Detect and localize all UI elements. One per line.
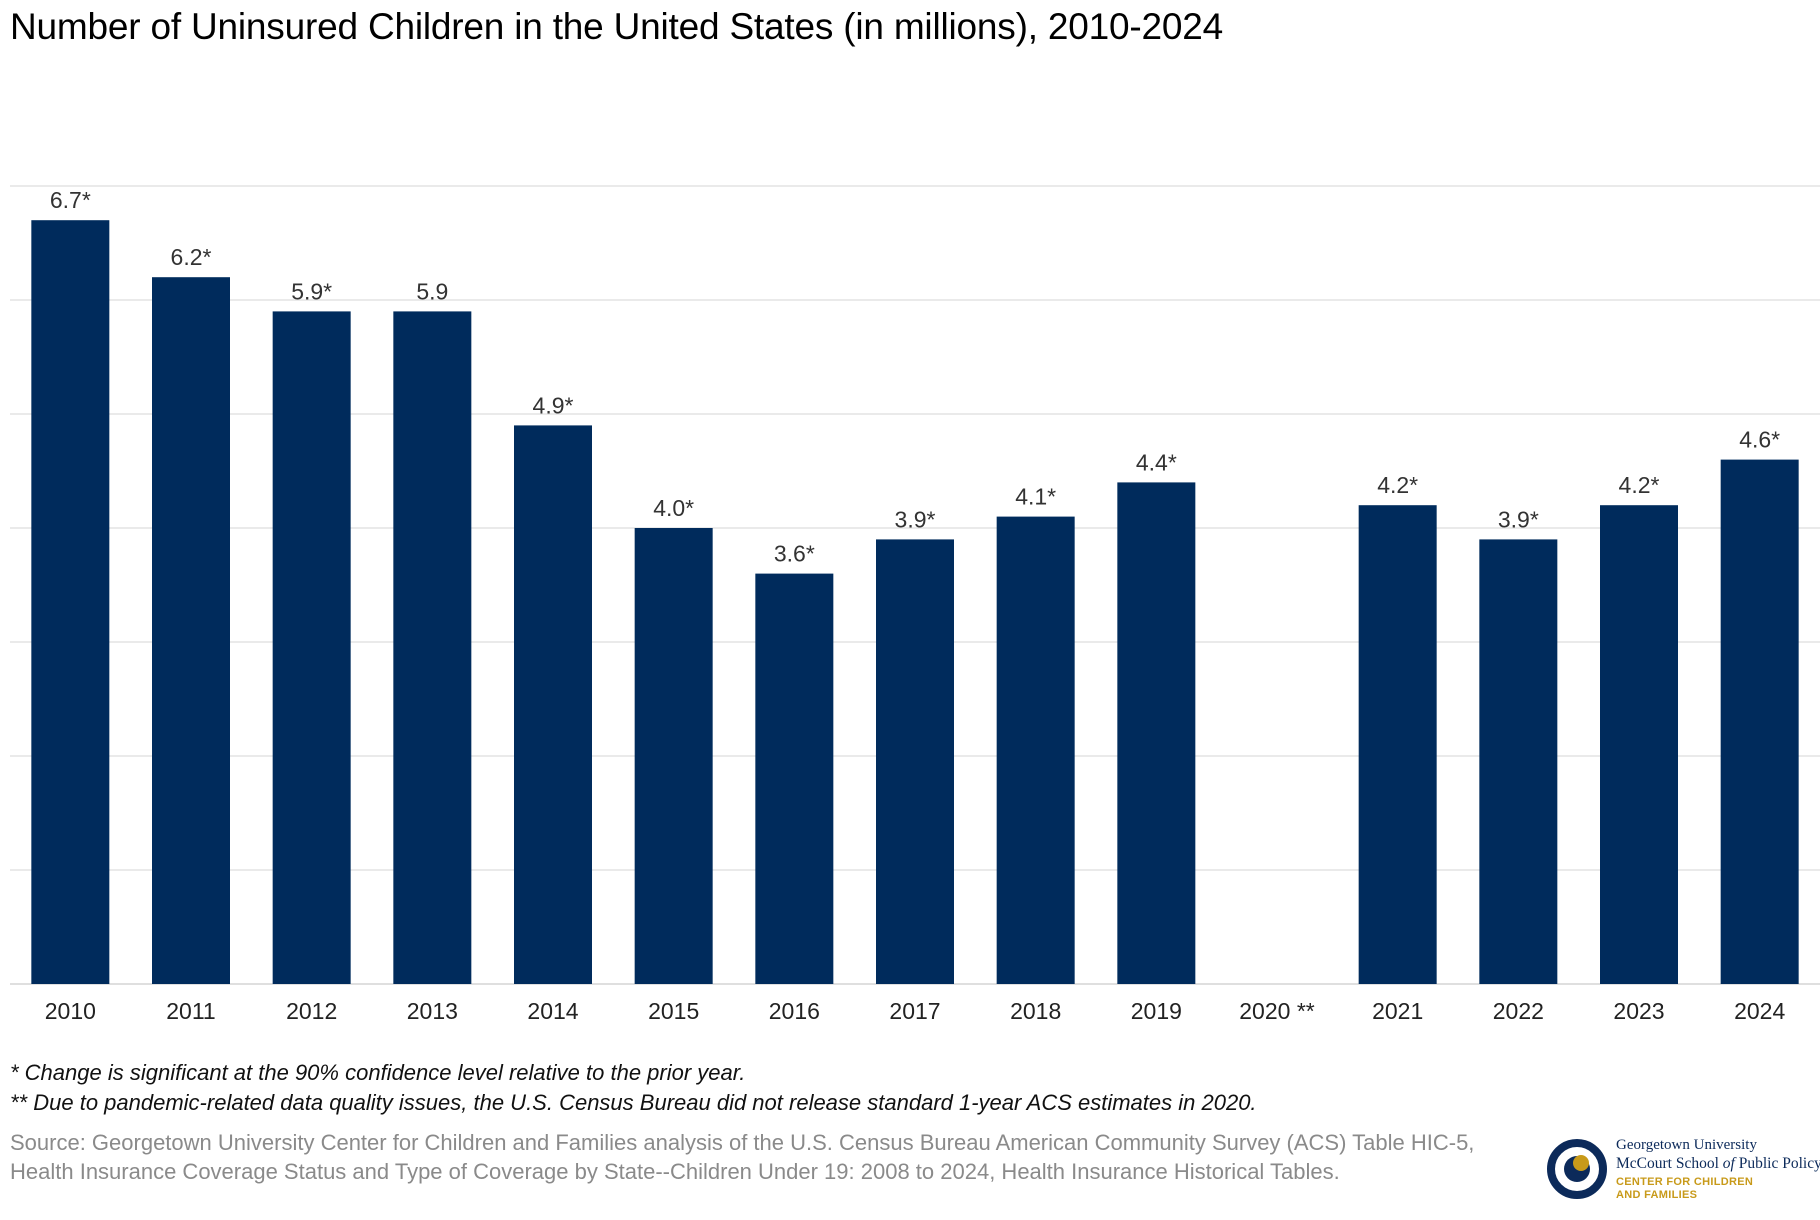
bar-2022 (1479, 539, 1558, 984)
x-label-2024: 2024 (1734, 998, 1785, 1024)
data-label-2017: 3.9* (895, 506, 936, 532)
bar-2021 (1358, 505, 1437, 984)
bar-2017 (876, 539, 954, 984)
bar-2014 (514, 425, 592, 984)
footnote-significance: * Change is significant at the 90% confi… (10, 1060, 746, 1085)
data-label-2011: 6.2* (171, 244, 212, 270)
x-label-2020: 2020 ** (1239, 998, 1315, 1024)
data-label-2018: 4.1* (1015, 484, 1056, 510)
x-label-2018: 2018 (1010, 998, 1061, 1024)
data-label-2022: 3.9* (1498, 506, 1539, 532)
data-label-2024: 4.6* (1739, 427, 1780, 453)
logo-university: Georgetown University (1616, 1137, 1757, 1153)
data-label-2019: 4.4* (1136, 449, 1177, 475)
logo-school-c: Public Policy (1734, 1155, 1820, 1172)
georgetown-ccf-logo: Georgetown University McCourt School of … (1545, 1133, 1820, 1205)
x-label-2019: 2019 (1131, 998, 1182, 1024)
footnotes: * Change is significant at the 90% confi… (10, 1058, 1257, 1118)
data-label-2016: 3.6* (774, 541, 815, 567)
data-label-2012: 5.9* (291, 278, 332, 304)
bar-2018 (996, 516, 1075, 984)
bars (31, 220, 1799, 985)
logo-school-of: of (1722, 1155, 1735, 1172)
data-labels: 6.7* 6.2* 5.9* 5.9 4.9* 4.0* 3.6* 3.9* 4.1* 4.4* 4… (50, 187, 1780, 566)
x-label-2021: 2021 (1372, 998, 1423, 1024)
data-label-2010: 6.7* (50, 187, 91, 213)
data-label-2021: 4.2* (1377, 472, 1418, 498)
x-label-2011: 2011 (166, 998, 215, 1024)
bar-chart: 6.7* 6.2* 5.9* 5.9 4.9* 4.0* 3.6* 3.9* 4.1* 4.4* 4… (10, 185, 1820, 1024)
x-label-2010: 2010 (45, 998, 96, 1024)
bar-2016 (755, 573, 834, 984)
data-label-2015: 4.0* (653, 495, 694, 521)
source-note: Source: Georgetown University Center for… (10, 1130, 1475, 1184)
x-label-2023: 2023 (1613, 998, 1664, 1024)
logo-center-line1: CENTER FOR CHILDREN (1616, 1176, 1754, 1188)
bar-2023 (1600, 505, 1678, 984)
data-label-2013: 5.9 (416, 278, 448, 304)
footnote-pandemic: ** Due to pandemic-related data quality … (10, 1090, 1257, 1115)
bar-2010 (31, 220, 110, 984)
x-label-2022: 2022 (1493, 998, 1544, 1024)
x-axis-labels: 2010 2011 2012 2013 2014 2015 2016 2017 2018 2019… (45, 998, 1786, 1024)
data-label-2023: 4.2* (1619, 472, 1660, 498)
bar-2012 (272, 311, 351, 984)
x-label-2017: 2017 (889, 998, 940, 1024)
chart-title: Number of Uninsured Children in the Unit… (10, 6, 1223, 47)
seal-icon (1547, 1139, 1607, 1199)
x-label-2015: 2015 (648, 998, 699, 1024)
logo-school: McCourt School of Public Policy (1616, 1155, 1820, 1173)
bar-2015 (634, 528, 713, 984)
bar-2013 (393, 311, 472, 984)
x-label-2013: 2013 (407, 998, 458, 1024)
x-label-2012: 2012 (286, 998, 337, 1024)
x-label-2014: 2014 (527, 998, 578, 1024)
logo-school-a: McCourt School (1616, 1155, 1723, 1172)
bar-2024 (1720, 459, 1799, 985)
bar-2011 (152, 277, 230, 984)
logo-center-line2: AND FAMILIES (1616, 1189, 1698, 1201)
data-label-2014: 4.9* (533, 392, 574, 418)
bar-2019 (1117, 482, 1196, 984)
x-label-2016: 2016 (769, 998, 820, 1024)
